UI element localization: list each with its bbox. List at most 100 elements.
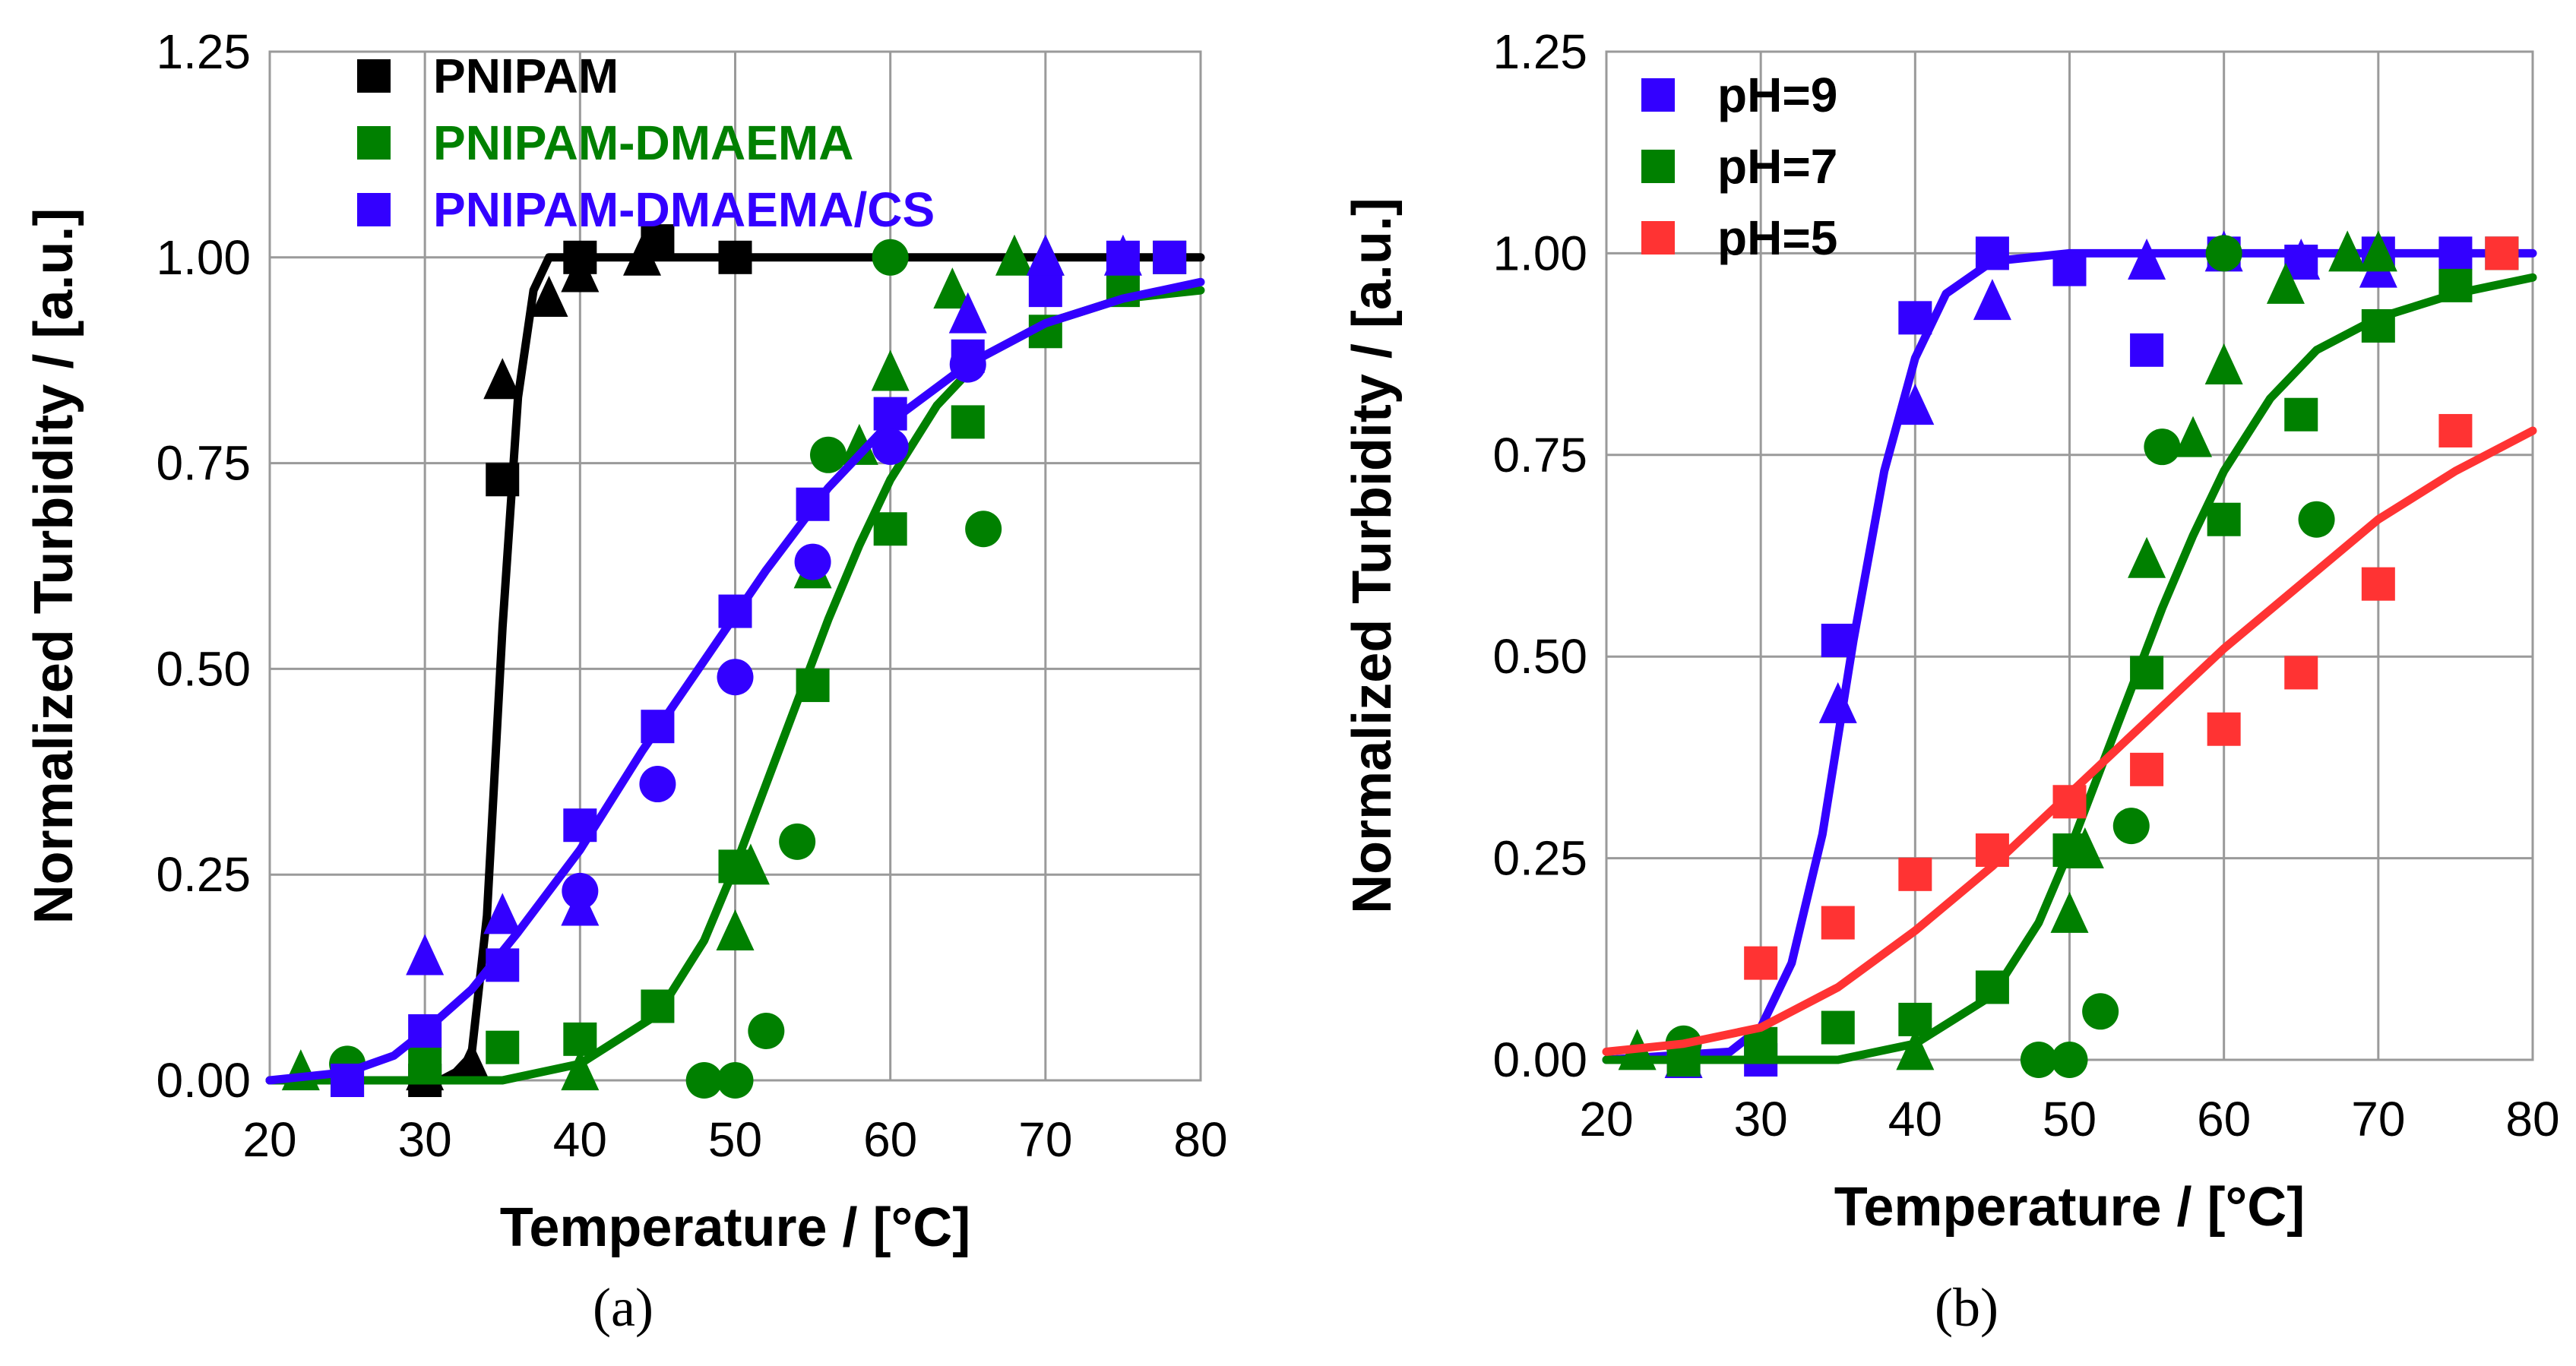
chart-a: 20 30 40 50 60 70 80 0.00 0.25 0.50 0.75 1.00 1.25 Te… — [24, 24, 1228, 1338]
triangle-point — [2204, 343, 2243, 385]
triangle-point — [2065, 827, 2104, 868]
y-tick-label: 0.50 — [1492, 629, 1587, 684]
square-point — [873, 512, 907, 546]
legend-label: pH=7 — [1717, 139, 1837, 194]
legend-label: PNIPAM-DMAEMA — [433, 115, 853, 170]
triangle-point — [406, 934, 445, 975]
square-point — [2438, 236, 2473, 270]
square-point — [796, 487, 830, 521]
square-point — [873, 397, 907, 431]
legend-label: pH=9 — [1717, 68, 1837, 122]
legend-label: PNIPAM-DMAEMA/CS — [433, 182, 935, 237]
y-tick-label: 0.25 — [156, 847, 251, 902]
triangle-point — [871, 349, 910, 391]
triangle-point — [2050, 891, 2089, 933]
square-point — [2438, 413, 2473, 447]
circle-point — [2112, 808, 2150, 845]
square-point — [2284, 656, 2318, 690]
triangle-point — [483, 893, 522, 934]
y-tick-label: 1.00 — [1492, 226, 1587, 280]
y-tick-label: 0.75 — [156, 436, 251, 491]
square-point — [1153, 240, 1187, 274]
square-point — [2207, 712, 2241, 746]
triangle-point — [2266, 262, 2305, 304]
y-tick-label: 1.25 — [1492, 24, 1587, 79]
y-tick-label: 1.00 — [156, 230, 251, 285]
square-point — [1975, 236, 2009, 270]
fit-curve — [265, 253, 1205, 1085]
triangle-point — [2174, 416, 2213, 457]
square-point — [1975, 833, 2009, 867]
square-point — [1821, 906, 1855, 940]
series-ph-5: pH=5 — [1602, 210, 2537, 1056]
circle-point — [748, 1013, 785, 1050]
series-pnipam: PNIPAM — [265, 49, 1205, 1097]
square-point — [1744, 946, 1778, 980]
triangle-point — [483, 358, 522, 400]
square-point — [1821, 623, 1855, 657]
series-pnipam-dmaema-cs: PNIPAM-DMAEMA/CS — [265, 182, 1205, 1097]
x-tick-label: 40 — [553, 1112, 607, 1167]
triangle-point — [1818, 681, 1857, 723]
square-point — [1898, 857, 1932, 891]
x-tick-label: 50 — [708, 1112, 762, 1167]
x-tick-label: 20 — [242, 1112, 296, 1167]
circle-point — [949, 346, 986, 383]
legend-label: PNIPAM — [433, 49, 619, 103]
square-point — [641, 710, 675, 744]
fit-curve — [1602, 273, 2537, 1064]
triangle-point — [716, 909, 755, 951]
series-ph-7: pH=7 — [1602, 139, 2537, 1078]
legend-swatch — [357, 193, 391, 226]
square-point — [1898, 301, 1932, 335]
y-axis-label: Normalized Turbidity / [a.u.] — [24, 208, 84, 925]
x-axis-label: Temperature / [°C] — [1834, 1177, 2305, 1238]
legend-label: pH=5 — [1717, 210, 1837, 265]
triangle-point — [2359, 230, 2397, 272]
x-axis-label: Temperature / [°C] — [500, 1197, 971, 1258]
circle-point — [2082, 993, 2119, 1030]
triangle-point — [731, 843, 770, 885]
triangle-point — [2128, 239, 2166, 280]
square-point — [2052, 785, 2087, 819]
triangle-point — [995, 234, 1033, 276]
y-tick-label: 0.00 — [156, 1053, 251, 1108]
square-point — [2361, 567, 2395, 601]
square-point — [2207, 502, 2241, 536]
circle-point — [872, 239, 909, 276]
triangle-point — [1896, 384, 1935, 425]
x-tick-label: 40 — [1888, 1092, 1942, 1146]
square-point — [641, 989, 675, 1023]
circle-point — [717, 659, 754, 696]
x-tick-label: 70 — [2351, 1092, 2405, 1146]
triangle-point — [948, 292, 987, 334]
square-point — [408, 1014, 442, 1048]
triangle-point — [452, 1041, 491, 1083]
x-tick-label: 80 — [2505, 1092, 2559, 1146]
x-tick-label: 60 — [863, 1112, 917, 1167]
square-point — [2130, 752, 2164, 786]
square-point — [2438, 268, 2473, 302]
triangle-point — [840, 423, 878, 465]
circle-point — [810, 436, 847, 473]
x-tick-label: 80 — [1173, 1112, 1227, 1167]
y-tick-label: 0.75 — [1492, 428, 1587, 482]
triangle-point — [1103, 234, 1142, 276]
triangle-point — [2128, 536, 2166, 578]
square-point — [1028, 274, 1062, 308]
square-point — [486, 948, 520, 982]
circle-point — [639, 766, 676, 803]
circle-point — [779, 823, 816, 860]
circle-point — [2205, 235, 2242, 272]
square-point — [951, 405, 985, 439]
square-point — [718, 594, 752, 628]
square-point — [2284, 397, 2318, 432]
y-tick-label: 0.00 — [1492, 1032, 1587, 1087]
x-tick-label: 60 — [2197, 1092, 2251, 1146]
y-tick-label: 0.25 — [1492, 831, 1587, 886]
square-point — [2361, 308, 2395, 343]
legend-swatch — [1641, 78, 1675, 112]
square-point — [2130, 333, 2164, 367]
legend-swatch — [357, 126, 391, 160]
